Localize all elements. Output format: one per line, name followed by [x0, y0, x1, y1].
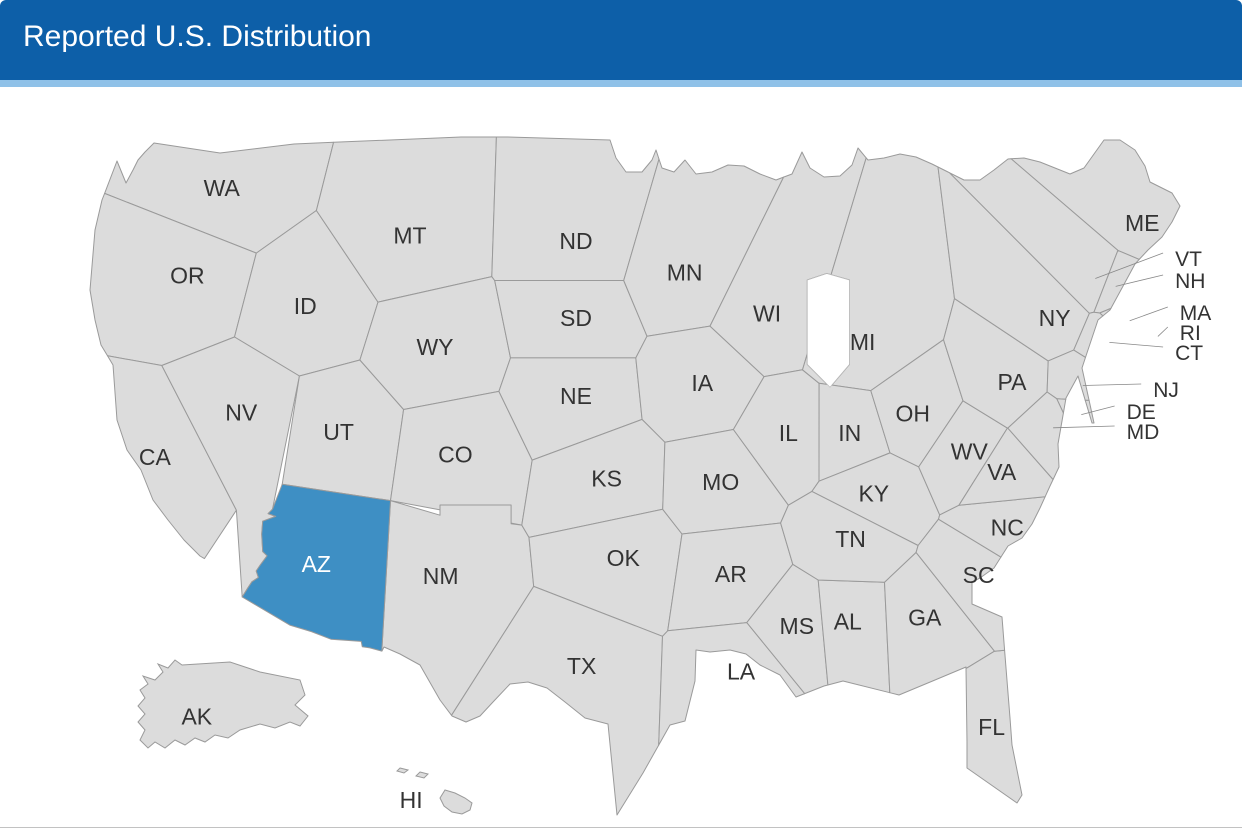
svg-text:NM: NM: [423, 563, 459, 589]
svg-text:CT: CT: [1175, 342, 1203, 365]
svg-text:SC: SC: [963, 562, 995, 588]
svg-text:MO: MO: [702, 469, 739, 495]
svg-text:NJ: NJ: [1153, 379, 1179, 402]
svg-text:IL: IL: [779, 420, 798, 446]
svg-text:CA: CA: [139, 444, 172, 470]
svg-text:TN: TN: [835, 526, 866, 552]
svg-text:ID: ID: [294, 293, 317, 319]
svg-text:CO: CO: [438, 441, 473, 467]
svg-text:VA: VA: [987, 459, 1017, 485]
svg-text:OK: OK: [607, 545, 641, 571]
svg-text:MD: MD: [1127, 421, 1160, 444]
svg-text:FL: FL: [978, 714, 1005, 740]
svg-text:GA: GA: [908, 605, 942, 631]
svg-text:KS: KS: [591, 466, 622, 492]
svg-text:TX: TX: [567, 653, 596, 679]
svg-text:IN: IN: [838, 420, 861, 446]
svg-text:MN: MN: [667, 260, 703, 286]
svg-text:AL: AL: [834, 608, 862, 634]
svg-text:UT: UT: [323, 419, 354, 445]
svg-text:ND: ND: [559, 228, 592, 254]
svg-text:IA: IA: [691, 370, 713, 396]
svg-text:NY: NY: [1039, 305, 1071, 331]
svg-text:NE: NE: [560, 383, 592, 409]
svg-text:WI: WI: [753, 300, 781, 326]
svg-text:NH: NH: [1175, 270, 1205, 293]
svg-text:WA: WA: [204, 175, 241, 201]
svg-text:WV: WV: [951, 439, 989, 465]
svg-text:MS: MS: [780, 613, 815, 639]
svg-text:PA: PA: [998, 369, 1028, 395]
svg-text:MT: MT: [393, 223, 426, 249]
svg-text:NC: NC: [991, 515, 1024, 541]
svg-text:AZ: AZ: [302, 551, 331, 577]
svg-text:SD: SD: [560, 305, 592, 331]
svg-text:AR: AR: [715, 561, 747, 587]
svg-text:OR: OR: [170, 262, 205, 288]
svg-text:WY: WY: [416, 334, 453, 360]
svg-text:HI: HI: [400, 787, 423, 813]
svg-text:KY: KY: [858, 480, 889, 506]
svg-text:MI: MI: [850, 329, 876, 355]
svg-text:AK: AK: [181, 704, 212, 730]
svg-text:ME: ME: [1125, 210, 1160, 236]
svg-text:OH: OH: [895, 401, 930, 427]
svg-text:LA: LA: [727, 658, 756, 684]
svg-text:NV: NV: [225, 400, 258, 426]
svg-text:VT: VT: [1175, 248, 1202, 271]
